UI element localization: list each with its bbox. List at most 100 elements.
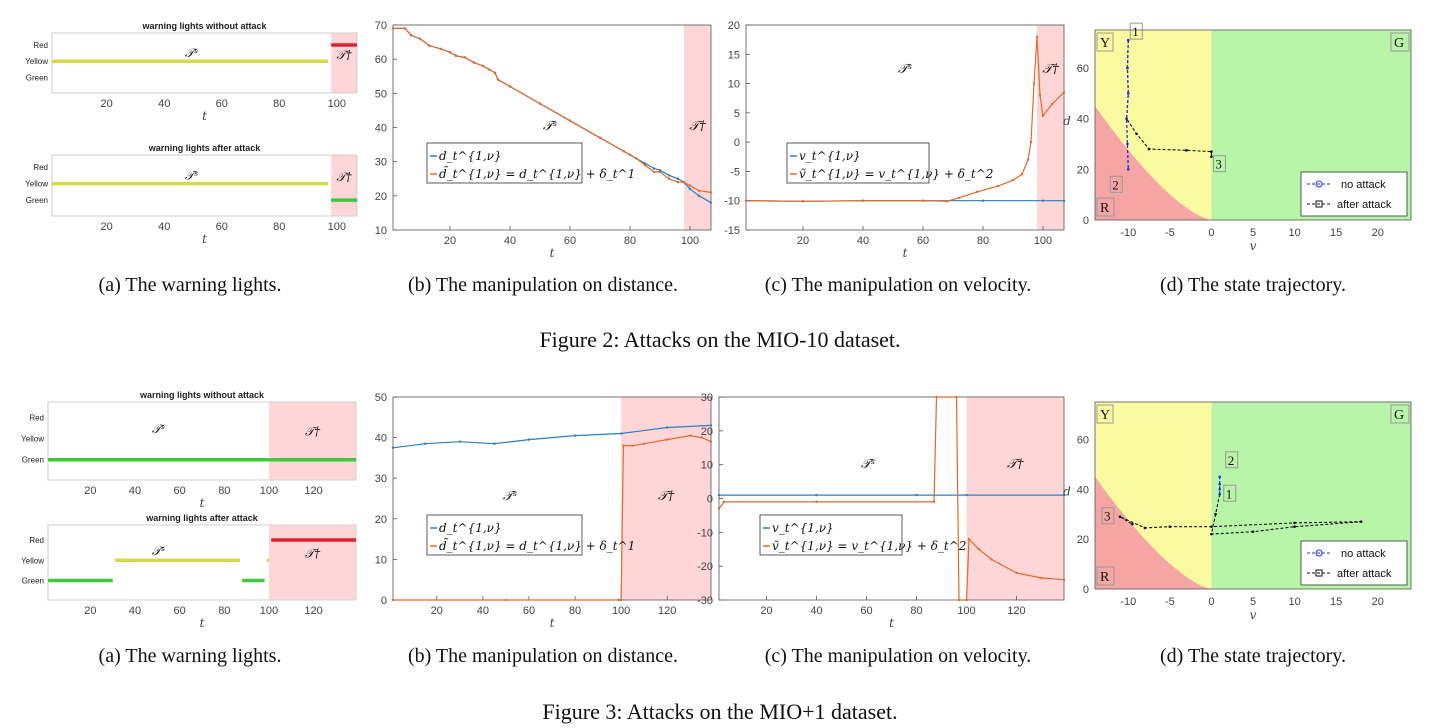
y-tick-label: -15: [724, 225, 740, 237]
series-attacked-point: [700, 436, 703, 439]
after-attack-point: [1185, 149, 1188, 152]
x-tick-label: 60: [174, 605, 186, 617]
x-tick-label: 100: [681, 235, 699, 247]
level-label-green: Green: [22, 577, 44, 586]
y-tick-label: -10: [697, 527, 713, 539]
series-attacked-point: [619, 598, 623, 602]
x-tick-label: 60: [860, 605, 872, 617]
x-tick-label: -10: [1120, 596, 1136, 608]
subcaption-d: (d) The state trajectory.: [1160, 645, 1346, 667]
legend-entry-original: d_t^{1,ν}: [439, 521, 502, 535]
plot-frame: [51, 32, 358, 94]
corner-label-green: G: [1394, 36, 1404, 51]
legend-marker-no-attack: [1315, 180, 1323, 188]
series-attacked-point: [1029, 140, 1033, 144]
x-tick-label: 0: [1208, 596, 1214, 608]
plot-frame: [1094, 401, 1412, 590]
y-tick-label: 60: [1077, 63, 1089, 75]
legend-box: [1300, 540, 1408, 586]
series-attacked-point: [990, 558, 993, 561]
series-attacked-point: [921, 199, 925, 202]
series-attacked-point: [418, 37, 422, 40]
series-original-point: [424, 442, 427, 445]
series-original-point: [667, 174, 671, 177]
legend-entry-original: d_t^{1,ν}: [439, 149, 502, 163]
x-axis-label: t: [550, 246, 555, 260]
y-tick-label: 40: [1077, 484, 1089, 496]
series-attacked-point: [1041, 114, 1045, 117]
y-tick-label: 10: [375, 225, 387, 237]
series-attacked-point: [622, 444, 625, 447]
legend-box: [426, 514, 583, 556]
after-attack-point: [1135, 132, 1138, 136]
x-tick-label: 80: [273, 98, 285, 110]
warning-lights-after-attack-panel: warning lights after attack Red Yellow Gree…: [21, 513, 357, 630]
series-attacked-point: [1062, 578, 1066, 581]
after-attack-point: [1210, 525, 1213, 528]
x-tick-label: 20: [760, 605, 772, 617]
no-attack-point: [1218, 492, 1222, 496]
level-label-red: Red: [29, 414, 44, 423]
x-tick-label: 40: [504, 235, 516, 247]
x-tick-label: 100: [328, 221, 346, 233]
series-original-point: [717, 493, 721, 497]
no-attack-point: [1218, 487, 1222, 491]
figure-2: warning lights without attack Red Yellow Gr…: [25, 20, 1412, 352]
panel-title: warning lights without attack: [141, 21, 267, 31]
series-attacked-point: [504, 598, 508, 602]
level-label-yellow: Yellow: [25, 180, 48, 189]
attack-region: [621, 397, 711, 600]
attack-region: [268, 402, 356, 480]
y-tick-label: 5: [734, 108, 740, 120]
velocity-manipulation-chart: -15 -10 -5 0 5 10 15 20 20 40 60 80 100 t 𝒯ˢ 𝒯† v_t^{1,ν…: [724, 20, 1066, 260]
x-tick-label: 15: [1330, 227, 1342, 239]
series-attacked-point: [472, 61, 476, 64]
y-tick-label: 20: [375, 191, 387, 203]
point-label-2: 2: [1228, 453, 1235, 468]
y-tick-label: 15: [728, 49, 740, 61]
series-original-point: [815, 493, 818, 497]
series-original-point: [688, 187, 692, 191]
no-attack-point: [1218, 482, 1222, 486]
legend-entry-attacked: d̃_t^{1,ν} = d_t^{1,ν} + δ_t^1: [439, 537, 635, 553]
level-label-green: Green: [26, 73, 48, 82]
series-attacked-point: [1050, 102, 1054, 106]
series-original-point: [391, 446, 395, 449]
series-attacked-point: [666, 438, 669, 441]
x-tick-label: 80: [218, 485, 230, 497]
normal-region-label: 𝒯ˢ: [898, 62, 912, 77]
level-label-yellow: Yellow: [21, 435, 44, 444]
x-tick-label: 20: [101, 221, 113, 233]
subcaption-a: (a) The warning lights.: [99, 645, 282, 667]
x-tick-label: -5: [1165, 596, 1175, 608]
attack-region-label: 𝒯†: [305, 546, 321, 560]
series-original-point: [658, 169, 662, 172]
point-label-box: [1101, 507, 1115, 525]
attack-region: [268, 525, 356, 600]
after-attack-point: [1293, 525, 1296, 528]
series-attacked-point: [688, 184, 692, 187]
y-tick-label: -10: [724, 196, 740, 208]
figure-caption: Figure 2: Attacks on the MIO-10 dataset.: [539, 327, 900, 352]
x-axis-label: t: [903, 246, 908, 260]
attack-region-label: 𝒯†: [1042, 62, 1059, 77]
y-tick-label: 20: [1077, 164, 1089, 176]
x-tick-label: 100: [328, 98, 346, 110]
y-tick-label: 70: [375, 20, 387, 32]
series-attacked-point: [391, 598, 395, 602]
series-attacked-point: [1020, 173, 1024, 176]
x-axis-label: t: [202, 109, 207, 123]
legend-box: [1300, 171, 1408, 217]
point-label-box: [1223, 484, 1237, 502]
x-tick-label: 120: [304, 485, 322, 497]
corner-label-yellow: Y: [1100, 36, 1110, 51]
after-attack-point: [1359, 520, 1363, 523]
series-original-point: [1041, 199, 1045, 202]
after-attack-point: [1214, 512, 1217, 516]
x-tick-label: 60: [523, 605, 535, 617]
legend-entry-after-attack: after attack: [1337, 199, 1392, 211]
series-original-point: [573, 434, 577, 437]
level-label-green: Green: [22, 456, 44, 465]
no-attack-point: [1126, 168, 1130, 171]
x-tick-label: 0: [1208, 227, 1214, 239]
